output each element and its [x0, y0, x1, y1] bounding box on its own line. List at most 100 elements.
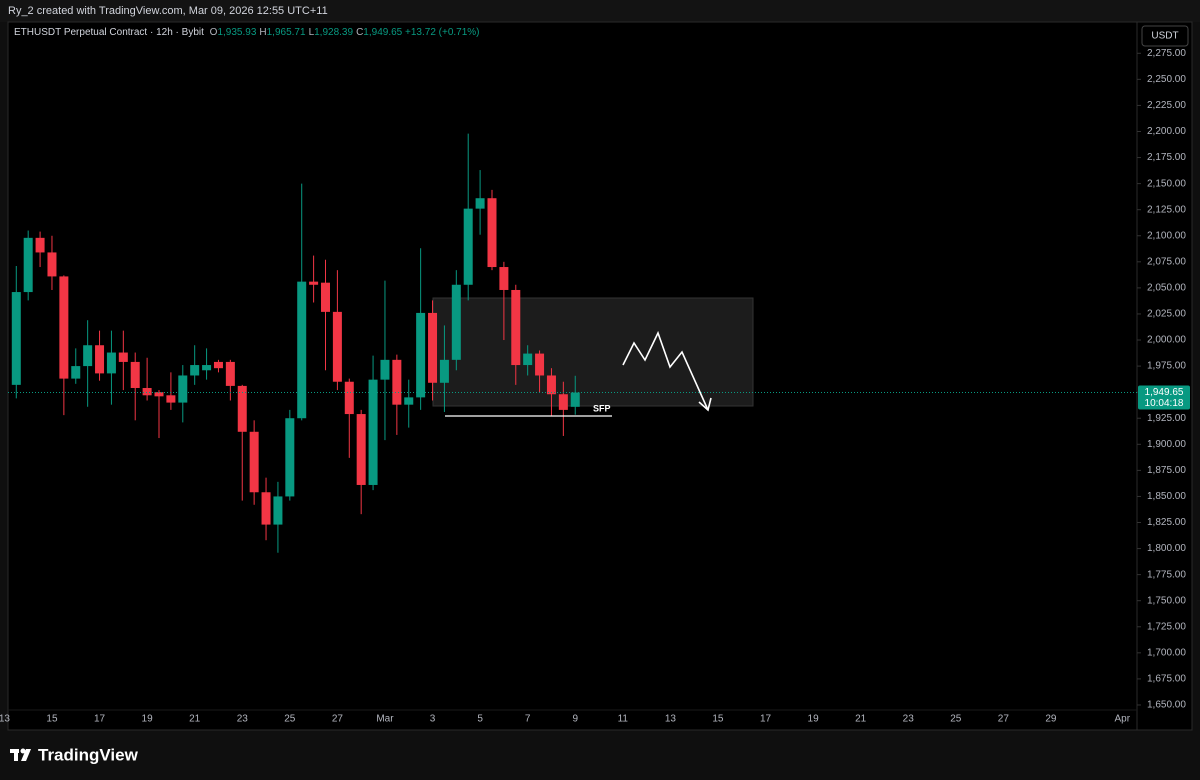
x-tick-label: 25: [284, 714, 296, 725]
candle-body: [83, 345, 93, 367]
ohlc-value: 1,949.65: [363, 27, 403, 38]
y-tick-label: 2,200.00: [1147, 126, 1186, 137]
x-tick-label: 3: [430, 714, 436, 725]
candle-body: [416, 312, 426, 398]
brand-logo: [10, 748, 31, 761]
y-tick-label: 1,850.00: [1147, 491, 1186, 502]
candle-body: [154, 392, 164, 397]
x-tick-label: 19: [142, 714, 154, 725]
candle-body: [404, 397, 414, 405]
candle-body: [285, 418, 295, 497]
candle-body: [202, 365, 212, 371]
x-tick-label: Apr: [1115, 714, 1131, 725]
candle-body: [23, 237, 33, 293]
y-tick-label: 1,975.00: [1147, 361, 1186, 372]
x-tick-label: 9: [572, 714, 578, 725]
ohlc-key: L: [308, 27, 315, 38]
candle-body: [166, 395, 176, 403]
candle-body: [11, 292, 21, 385]
y-tick-label: 2,250.00: [1147, 74, 1186, 85]
y-tick-label: 2,050.00: [1147, 283, 1186, 294]
y-tick-label: 1,875.00: [1147, 465, 1186, 476]
candle-body: [225, 361, 235, 386]
y-tick-label: 1,700.00: [1147, 647, 1186, 658]
currency-label[interactable]: USDT: [1151, 31, 1178, 42]
candle-body: [273, 496, 283, 525]
y-tick-label: 1,825.00: [1147, 517, 1186, 528]
candle-body: [499, 267, 509, 290]
candle-body: [380, 359, 390, 380]
candle-body: [428, 312, 438, 383]
candle-body: [368, 379, 378, 485]
y-tick-label: 2,100.00: [1147, 230, 1186, 241]
candle-body: [451, 284, 461, 360]
x-tick-label: 21: [855, 714, 867, 725]
candle-body: [356, 414, 366, 485]
candle-body: [297, 281, 307, 419]
candle-body: [95, 345, 105, 374]
x-tick-label: 13: [665, 714, 677, 725]
candle-body: [261, 492, 271, 525]
y-tick-label: 1,725.00: [1147, 621, 1186, 632]
x-tick-label: 23: [903, 714, 915, 725]
candle-body: [487, 198, 497, 268]
candle-body: [35, 237, 45, 253]
ohlc-key: H: [259, 27, 267, 38]
x-tick-label: 15: [712, 714, 724, 725]
sfp-label: SFP: [593, 403, 611, 413]
candle-body: [47, 252, 57, 277]
candle-body: [309, 281, 319, 285]
candle-body: [439, 359, 449, 383]
y-tick-label: 2,025.00: [1147, 309, 1186, 320]
countdown: 10:04:18: [1145, 398, 1184, 409]
x-tick-label: 25: [950, 714, 962, 725]
y-tick-label: 1,775.00: [1147, 569, 1186, 580]
ohlc-key: C: [356, 27, 364, 38]
candle-body: [190, 365, 200, 376]
candle-body: [59, 276, 69, 379]
x-tick-label: 5: [477, 714, 483, 725]
y-tick-label: 2,275.00: [1147, 48, 1186, 59]
x-tick-label: Mar: [376, 714, 394, 725]
candle-body: [71, 366, 81, 379]
candle-body: [332, 311, 342, 382]
last-price-tag: [1138, 385, 1190, 410]
candle-body: [237, 385, 247, 432]
x-tick-label: 11: [618, 714, 629, 725]
symbol: ETHUSDT Perpetual Contract · 12h · Bybit: [14, 27, 204, 38]
header-text: Ry_2 created with TradingView.com, Mar 0…: [8, 5, 328, 17]
candle-body: [523, 353, 533, 366]
candle-body: [320, 282, 330, 312]
y-tick-label: 2,175.00: [1147, 152, 1186, 163]
currency-box[interactable]: [1141, 25, 1189, 47]
candle-body: [546, 375, 556, 395]
y-tick-label: 1,925.00: [1147, 413, 1186, 424]
change: +13.72 (+0.71%): [405, 27, 480, 38]
y-tick-label: 1,800.00: [1147, 543, 1186, 554]
candle-body: [392, 359, 402, 405]
x-tick-label: 23: [237, 714, 249, 725]
candle-body: [142, 387, 152, 396]
candle-body: [178, 375, 188, 403]
y-tick-label: 2,000.00: [1147, 335, 1186, 346]
y-tick-label: 2,225.00: [1147, 100, 1186, 111]
candle-body: [570, 392, 580, 407]
x-tick-label: 15: [46, 714, 58, 725]
y-tick-label: 1,900.00: [1147, 439, 1186, 450]
x-tick-label: 17: [94, 714, 106, 725]
ohlc-value: 1,965.71: [266, 27, 306, 38]
zone-box: [432, 297, 754, 407]
y-tick-label: 2,075.00: [1147, 256, 1186, 267]
x-tick-label: 13: [0, 714, 10, 725]
candle-body: [535, 353, 545, 376]
y-tick-label: 1,675.00: [1147, 674, 1186, 685]
candle-body: [213, 361, 223, 369]
x-tick-label: 29: [1045, 714, 1057, 725]
ohlc-value: 1,935.93: [217, 27, 257, 38]
y-tick-label: 2,150.00: [1147, 178, 1186, 189]
ohlc-key: O: [209, 27, 218, 38]
ohlc: O1,935.93 H1,965.71 L1,928.39 C1,949.65: [207, 27, 403, 38]
brand-name: TradingView: [38, 745, 139, 764]
